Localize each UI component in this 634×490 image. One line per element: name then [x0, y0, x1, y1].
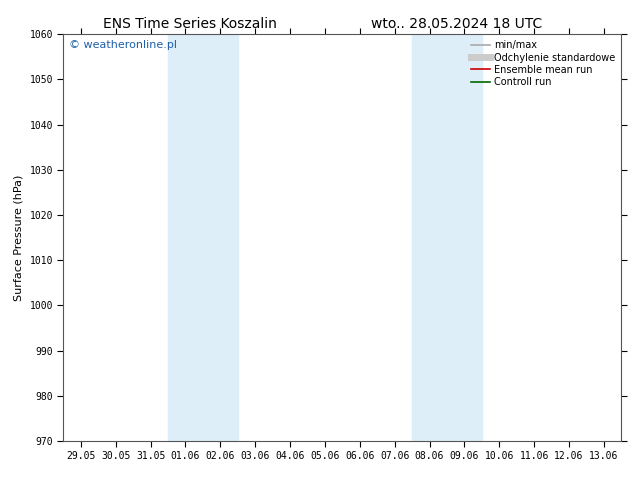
Bar: [168, 34, 238, 441]
Legend: min/max, Odchylenie standardowe, Ensemble mean run, Controll run: min/max, Odchylenie standardowe, Ensembl…: [467, 36, 619, 91]
Text: © weatheronline.pl: © weatheronline.pl: [69, 40, 177, 50]
Text: ENS Time Series Koszalin: ENS Time Series Koszalin: [103, 17, 277, 31]
Bar: [412, 34, 482, 441]
Text: wto.. 28.05.2024 18 UTC: wto.. 28.05.2024 18 UTC: [371, 17, 542, 31]
Y-axis label: Surface Pressure (hPa): Surface Pressure (hPa): [14, 174, 24, 301]
